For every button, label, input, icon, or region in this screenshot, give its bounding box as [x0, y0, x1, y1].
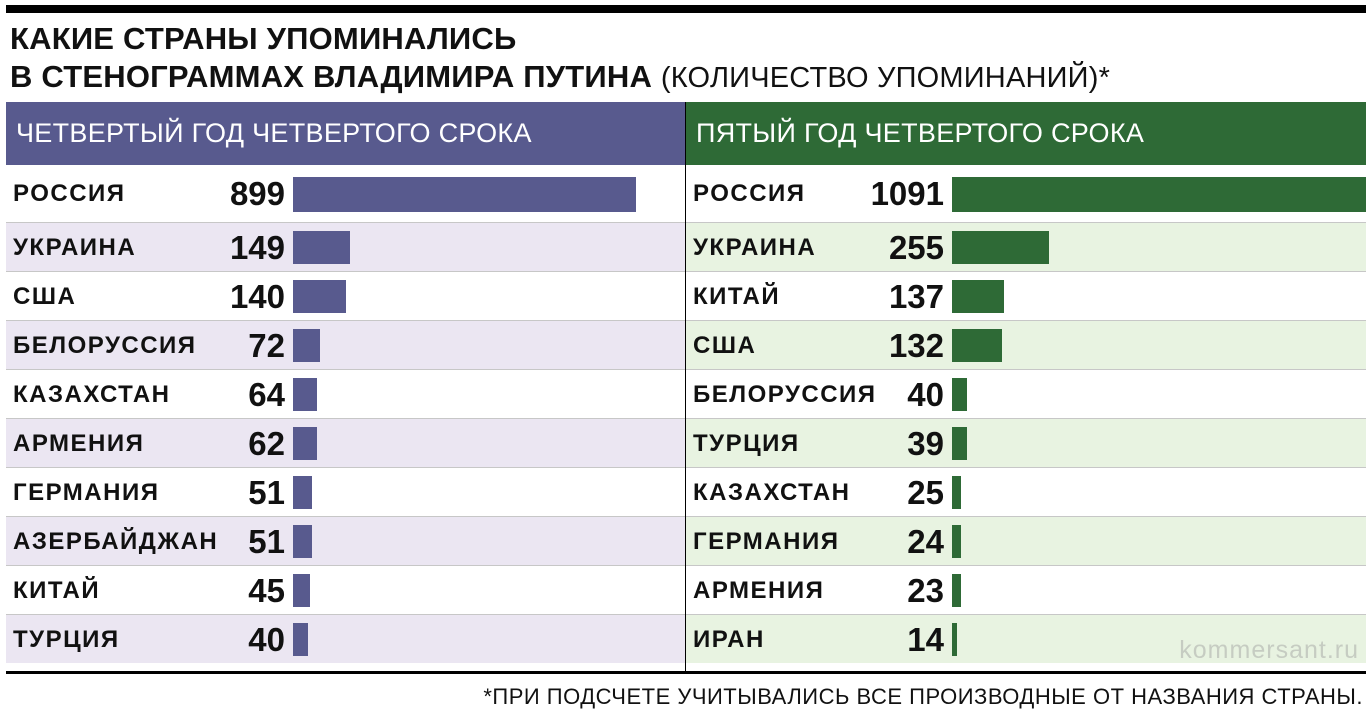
left-bar-row: ТУРЦИЯ 40: [6, 614, 685, 663]
left-bar-row: РОССИЯ 899: [6, 165, 685, 222]
bar: [952, 525, 961, 558]
country-label: ГЕРМАНИЯ: [693, 528, 840, 555]
bar: [952, 476, 961, 509]
bar: [952, 231, 1049, 264]
bar: [293, 378, 317, 411]
right-bar-row: КАЗАХСТАН 25: [686, 467, 1366, 516]
country-label: КИТАЙ: [13, 577, 101, 604]
bar: [952, 574, 961, 607]
value-label: 39: [907, 425, 944, 462]
left-panel: ЧЕТВЕРТЫЙ ГОД ЧЕТВЕРТОГО СРОКА РОССИЯ 899…: [6, 102, 685, 672]
bar: [293, 177, 636, 212]
right-bar-row: США 132: [686, 320, 1366, 369]
bar: [293, 329, 320, 362]
left-bar-row: КАЗАХСТАН 64: [6, 369, 685, 418]
value-label: 25: [907, 474, 944, 511]
country-label: ИРАН: [693, 626, 765, 653]
country-label: США: [693, 332, 757, 359]
value-label: 1091: [870, 175, 944, 212]
bar: [293, 231, 350, 264]
chart-title: КАКИЕ СТРАНЫ УПОМИНАЛИСЬ В СТЕНОГРАММАХ …: [10, 20, 1365, 97]
top-rule: [6, 5, 1366, 13]
left-bar-row: УКРАИНА 149: [6, 222, 685, 271]
bar: [952, 329, 1002, 362]
left-panel-header: ЧЕТВЕРТЫЙ ГОД ЧЕТВЕРТОГО СРОКА: [6, 102, 685, 165]
left-bar-row: АЗЕРБАЙДЖАН 51: [6, 516, 685, 565]
value-label: 149: [229, 229, 285, 266]
footnote: *ПРИ ПОДСЧЕТЕ УЧИТЫВАЛИСЬ ВСЕ ПРОИЗВОДНЫ…: [483, 684, 1363, 709]
value-label: 51: [248, 474, 285, 511]
left-bar-row: США 140: [6, 271, 685, 320]
bar: [952, 427, 967, 460]
country-label: ТУРЦИЯ: [13, 626, 120, 653]
country-label: УКРАИНА: [693, 234, 817, 261]
value-label: 132: [888, 327, 944, 364]
value-label: 45: [248, 572, 285, 609]
right-bar-row: ГЕРМАНИЯ 24: [686, 516, 1366, 565]
bottom-rule: [6, 671, 1366, 674]
chart-subtitle: (КОЛИЧЕСТВО УПОМИНАНИЙ)*: [660, 62, 1111, 94]
left-bar-row: КИТАЙ 45: [6, 565, 685, 614]
right-bar-row: ТУРЦИЯ 39: [686, 418, 1366, 467]
value-label: 62: [248, 425, 285, 462]
country-label: БЕЛОРУССИЯ: [13, 332, 197, 359]
right-panel-header: ПЯТЫЙ ГОД ЧЕТВЕРТОГО СРОКА: [686, 102, 1366, 165]
value-label: 140: [229, 278, 285, 315]
bar: [293, 623, 308, 656]
value-label: 72: [248, 327, 285, 364]
value-label: 255: [888, 229, 944, 266]
country-label: РОССИЯ: [693, 180, 806, 207]
right-bar-rows: РОССИЯ 1091 УКРАИНА 255 КИТАЙ 137 США 132 БЕЛОРУ…: [686, 165, 1366, 663]
panel-divider: [685, 102, 686, 672]
country-label: КАЗАХСТАН: [13, 381, 171, 408]
country-label: РОССИЯ: [13, 180, 126, 207]
bar: [952, 177, 1366, 212]
bar: [293, 427, 317, 460]
bar: [293, 280, 346, 313]
country-label: ТУРЦИЯ: [693, 430, 800, 457]
country-label: КАЗАХСТАН: [693, 479, 851, 506]
left-bar-row: АРМЕНИЯ 62: [6, 418, 685, 467]
bar: [293, 476, 312, 509]
value-label: 137: [888, 278, 944, 315]
title-line-1: КАКИЕ СТРАНЫ УПОМИНАЛИСЬ: [10, 21, 517, 56]
bar: [952, 280, 1004, 313]
watermark: kommersant.ru: [1179, 636, 1359, 664]
value-label: 51: [248, 523, 285, 560]
country-label: БЕЛОРУССИЯ: [693, 381, 877, 408]
value-label: 40: [248, 621, 285, 658]
value-label: 40: [907, 376, 944, 413]
left-bar-rows: РОССИЯ 899 УКРАИНА 149 США 140 БЕЛОРУССИЯ 72 КАЗ…: [6, 165, 685, 663]
country-label: АРМЕНИЯ: [693, 577, 825, 604]
country-label: США: [13, 283, 77, 310]
right-bar-row: БЕЛОРУССИЯ 40: [686, 369, 1366, 418]
right-bar-row: ИРАН 14: [686, 614, 1366, 663]
right-bar-row: РОССИЯ 1091: [686, 165, 1366, 222]
country-label: АРМЕНИЯ: [13, 430, 145, 457]
left-bar-row: БЕЛОРУССИЯ 72: [6, 320, 685, 369]
left-bar-row: ГЕРМАНИЯ 51: [6, 467, 685, 516]
country-label: УКРАИНА: [13, 234, 137, 261]
bar: [293, 525, 312, 558]
bar: [293, 574, 310, 607]
value-label: 24: [907, 523, 944, 560]
country-label: АЗЕРБАЙДЖАН: [13, 528, 219, 555]
title-line-2: В СТЕНОГРАММАХ ВЛАДИМИРА ПУТИНА (КОЛИЧЕС…: [10, 58, 1365, 97]
value-label: 64: [248, 376, 285, 413]
right-bar-row: АРМЕНИЯ 23: [686, 565, 1366, 614]
title-line-2-text: В СТЕНОГРАММАХ ВЛАДИМИРА ПУТИНА: [10, 59, 653, 94]
bar: [952, 623, 957, 656]
right-bar-row: УКРАИНА 255: [686, 222, 1366, 271]
country-label: КИТАЙ: [693, 283, 781, 310]
country-label: ГЕРМАНИЯ: [13, 479, 160, 506]
value-label: 14: [907, 621, 944, 658]
right-bar-row: КИТАЙ 137: [686, 271, 1366, 320]
right-panel: ПЯТЫЙ ГОД ЧЕТВЕРТОГО СРОКА РОССИЯ 1091 УКР…: [686, 102, 1366, 672]
bar: [952, 378, 967, 411]
value-label: 23: [907, 572, 944, 609]
value-label: 899: [229, 175, 285, 212]
